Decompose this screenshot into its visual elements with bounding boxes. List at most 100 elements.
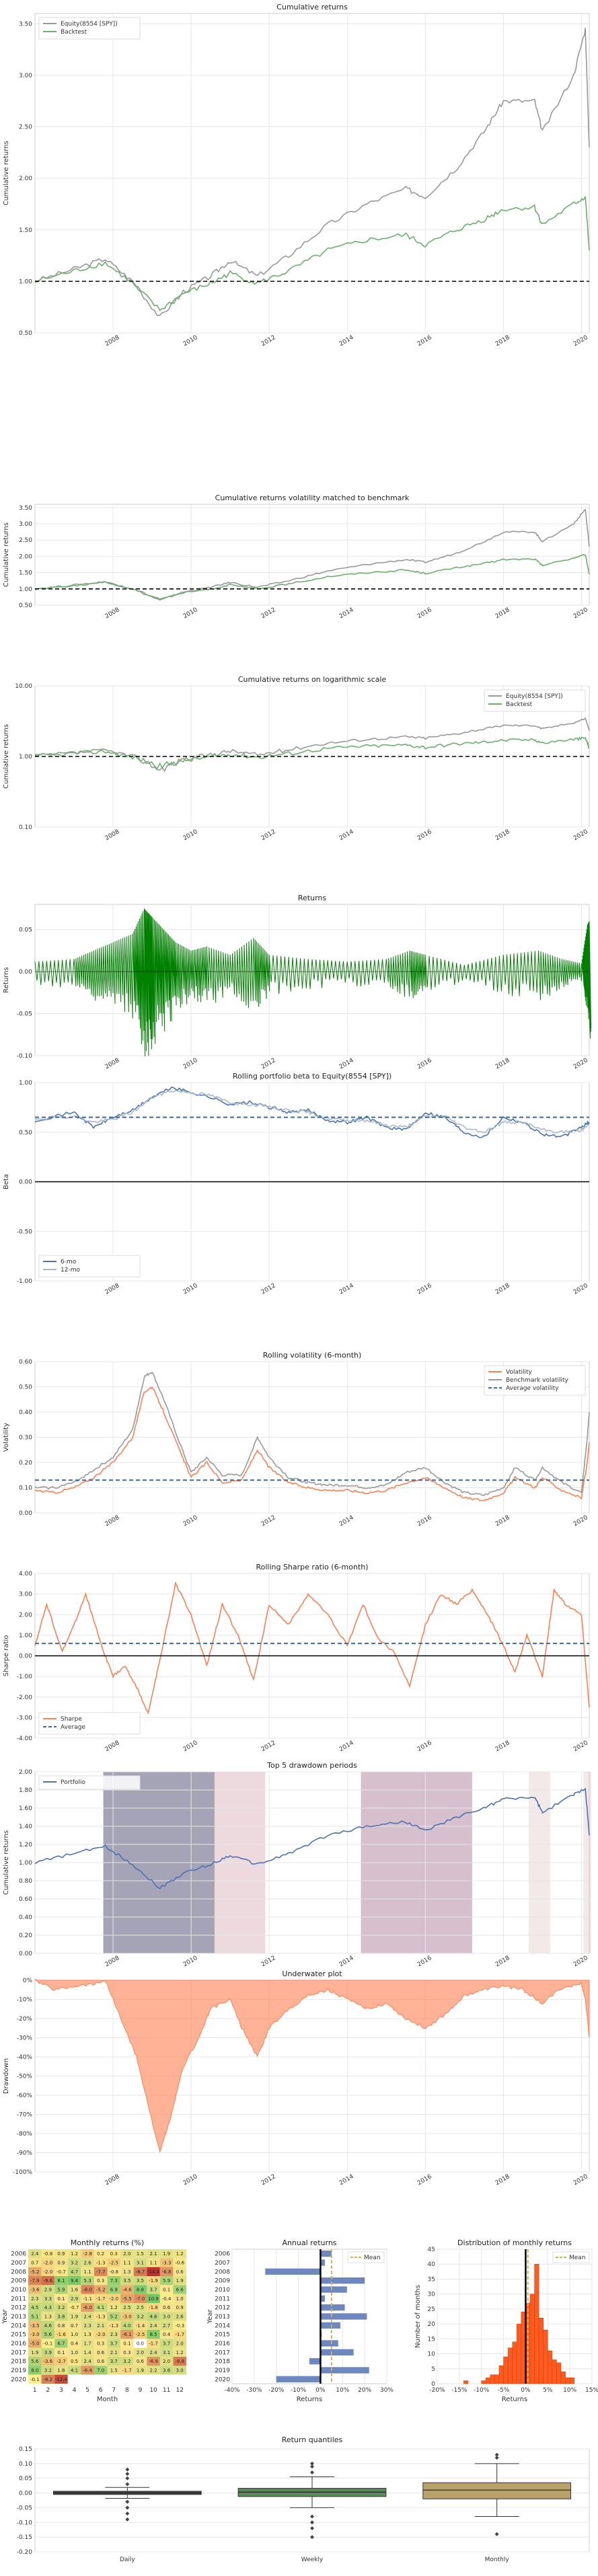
heatmap-cell [120, 2347, 134, 2357]
outlier [494, 2452, 499, 2457]
y-tick-label: 2009 [11, 2278, 26, 2285]
y-tick-label: 2019 [215, 2368, 230, 2374]
chart-title: Rolling Sharpe ratio (6-month) [256, 1563, 368, 1571]
y-tick-label: 0.00 [19, 1653, 32, 1660]
heatmap-cell [159, 2347, 174, 2357]
heatmap-value: 0.1 [57, 2350, 65, 2355]
annual-bar [320, 2340, 338, 2347]
heatmap-value: -0.3 [175, 2323, 184, 2329]
y-tick-label: 3.50 [19, 21, 32, 28]
heatmap-cell [28, 2339, 42, 2348]
heatmap-cell [54, 2258, 68, 2267]
y-tick-label: 2018 [11, 2359, 26, 2366]
x-tick-label: 2010 [182, 1282, 199, 1296]
legend-label: Mean [364, 2255, 381, 2261]
heatmap-cell [147, 2374, 160, 2384]
chart-3: -0.10 -0.05 0.00 0.05 2008 2010 2012 2014 2016 20… [3, 894, 592, 1070]
heatmap-cell [41, 2312, 55, 2321]
heatmap-cell [54, 2294, 68, 2303]
heatmap-cell [54, 2330, 68, 2339]
x-tick-label: 2020 [572, 1740, 589, 1753]
y-tick-label: 0.10 [19, 2461, 32, 2468]
heatmap-cell [120, 2258, 134, 2267]
heatmap-value: 0.3 [97, 2278, 104, 2284]
y-tick-label: -70% [17, 2112, 33, 2119]
x-tick-label: 2020 [572, 1514, 589, 1528]
heatmap-value: 2.4 [149, 2350, 157, 2355]
x-tick-label: -15% [451, 2387, 468, 2394]
heatmap-cell [81, 2267, 94, 2276]
heatmap-value: 6.9 [110, 2288, 118, 2293]
heatmap-value: 1.3 [84, 2332, 91, 2337]
heatmap-cell [107, 2285, 121, 2294]
heatmap-value: -1.4 [136, 2323, 145, 2329]
heatmap-cell [107, 2294, 121, 2303]
heatmap-value: 5.1 [31, 2314, 38, 2320]
legend-label: Backtest [61, 29, 87, 36]
heatmap-cell [173, 2339, 186, 2348]
y-tick-label: 0.10 [19, 1485, 32, 1492]
heatmap-value: 2.3 [31, 2296, 38, 2302]
x-tick-label: 2008 [104, 2173, 121, 2187]
chart-4: -1.00 -0.50 0.00 0.50 1.00 2008 2010 2012 2014 20… [3, 1072, 590, 1296]
y-tick-label: 0.30 [19, 1435, 32, 1442]
x-tick-label: 20% [358, 2387, 371, 2394]
x-tick-label: 3 [59, 2387, 63, 2394]
heatmap-cell [107, 2312, 121, 2321]
heatmap-cell [94, 2276, 108, 2286]
x-tick-label: 2012 [260, 828, 277, 842]
y-tick-label: 2007 [215, 2260, 230, 2267]
y-tick-label: 0.10 [19, 824, 32, 831]
heatmap-value: 2.1 [97, 2323, 104, 2329]
y-tick-label: 2008 [11, 2269, 26, 2275]
heatmap-value: -0.4 [162, 2296, 172, 2302]
chart-title: Monthly returns (%) [71, 2238, 144, 2247]
annual-bar [309, 2358, 321, 2365]
y-tick-label: -0.05 [17, 1011, 32, 1018]
histogram-bar [503, 2356, 509, 2384]
x-tick-label: 2008 [104, 1740, 121, 1753]
y-tick-label: 30 [428, 2292, 436, 2298]
heatmap-value: 1.2 [110, 2305, 118, 2310]
y-tick-label: 0.40 [19, 1409, 32, 1416]
y-tick-label: -30% [17, 2035, 33, 2042]
heatmap-cell [67, 2258, 81, 2267]
heatmap-value: -1.6 [57, 2332, 66, 2337]
y-tick-label: 2019 [11, 2368, 26, 2374]
y-tick-label: 2.00 [19, 175, 32, 182]
heatmap-cell [173, 2267, 186, 2276]
heatmap-cell [133, 2312, 147, 2321]
heatmap-cell [120, 2330, 134, 2339]
legend-box [38, 1255, 141, 1278]
heatmap-cell [81, 2320, 94, 2330]
y-tick-label: 3.00 [19, 73, 32, 79]
heatmap-cell [28, 2330, 42, 2339]
y-tick-label: 35 [428, 2276, 435, 2283]
heatmap-cell [133, 2357, 147, 2366]
heatmap-value: 1.7 [84, 2341, 91, 2347]
y-tick-label: 2020 [215, 2376, 230, 2383]
heatmap-value: 8.1 [57, 2278, 65, 2284]
heatmap-value: 4.6 [44, 2323, 52, 2329]
heatmap-value: 2.1 [149, 2251, 157, 2257]
heatmap-value: -12.4 [55, 2377, 68, 2382]
heatmap-cell [67, 2303, 81, 2312]
x-tick-label: 2014 [338, 1057, 355, 1070]
x-tick-label: 2012 [260, 607, 277, 620]
x-tick-label: 10 [149, 2387, 157, 2394]
x-tick-label: 0% [315, 2387, 326, 2394]
y-tick-label: 3.00 [19, 521, 32, 528]
heatmap-cell [41, 2249, 55, 2259]
heatmap-value: 2.0 [163, 2359, 170, 2364]
heatmap-value: -9.6 [44, 2278, 53, 2284]
x-tick-label: 2012 [260, 1514, 277, 1528]
heatmap-cell [120, 2357, 134, 2366]
heatmap-cell [81, 2303, 94, 2312]
heatmap-cell [41, 2294, 55, 2303]
heatmap-value: 2.0 [137, 2350, 144, 2355]
heatmap-cell [28, 2320, 42, 2330]
heatmap-value: 0.5 [71, 2359, 78, 2364]
heatmap-value: 3.5 [123, 2278, 130, 2284]
x-tick-label: -10% [474, 2387, 490, 2394]
heatmap-cell [67, 2320, 81, 2330]
